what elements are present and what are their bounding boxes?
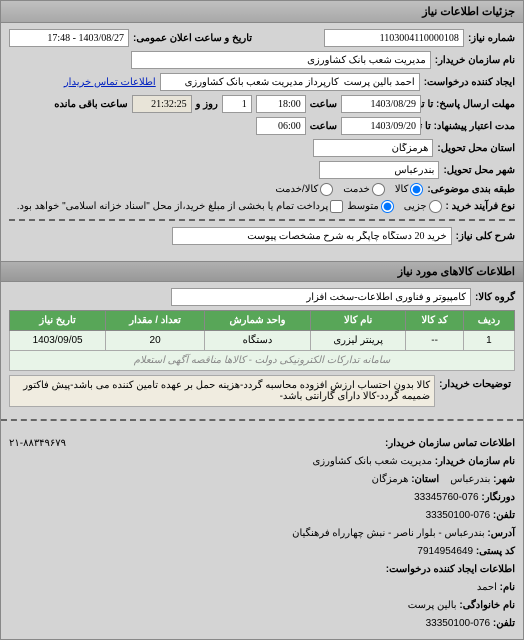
deadline-label: مهلت ارسال پاسخ: تا تاریخ: bbox=[425, 99, 515, 110]
pkg-label: طبقه بندی موضوعی: bbox=[427, 184, 515, 195]
province-label: استان محل تحویل: bbox=[437, 143, 515, 154]
city-field[interactable] bbox=[319, 161, 439, 179]
buy-radio-2[interactable] bbox=[381, 200, 394, 213]
req-no-label: شماره نیاز: bbox=[468, 33, 515, 44]
pkg-radio-1[interactable] bbox=[410, 183, 423, 196]
divider-1 bbox=[9, 219, 515, 221]
c-tel: 33350100-076 bbox=[426, 615, 491, 633]
c-postal: 7914954649 bbox=[417, 546, 473, 557]
creator-label: ایجاد کننده درخواست: bbox=[424, 77, 515, 88]
watermark-text: سامانه تدارکات الکترونیکی دولت - کالاها … bbox=[10, 351, 515, 371]
th-5: تاریخ نیاز bbox=[10, 311, 106, 331]
time-label-1: ساعت bbox=[310, 99, 337, 110]
pkg-opt2[interactable]: خدمت bbox=[343, 183, 385, 196]
deadline-time-field[interactable] bbox=[256, 95, 306, 113]
table-row[interactable]: 1 -- پرینتر لیزری دستگاه 20 1403/09/05 bbox=[10, 331, 515, 351]
pub-date-field[interactable] bbox=[9, 29, 129, 47]
contact-ext: ۲۱-۸۸۳۴۹۶۷۹ bbox=[9, 435, 66, 453]
td-1: -- bbox=[406, 331, 463, 351]
c-name: احمد bbox=[477, 582, 497, 593]
c-org-label: نام سازمان خریدار: bbox=[435, 456, 515, 467]
buy-type-label: نوع فرآیند خرید : bbox=[446, 201, 515, 212]
pkg-radio-2[interactable] bbox=[372, 183, 385, 196]
contact-link[interactable]: اطلاعات تماس خریدار bbox=[64, 77, 156, 88]
group-label: گروه کالا: bbox=[475, 292, 515, 303]
city-label: شهر محل تحویل: bbox=[443, 165, 515, 176]
buyer-name-label: نام سازمان خریدار: bbox=[435, 55, 515, 66]
td-3: دستگاه bbox=[205, 331, 311, 351]
desc-label: توضیحات خریدار: bbox=[435, 375, 515, 407]
desc-row: توضیحات خریدار: کالا بدون احتساب ارزش اف… bbox=[9, 375, 515, 407]
buy-radio-1[interactable] bbox=[429, 200, 442, 213]
days-field[interactable] bbox=[222, 95, 252, 113]
th-1: کد کالا bbox=[406, 311, 463, 331]
th-2: نام کالا bbox=[310, 311, 405, 331]
c-fax-label: دورنگار: bbox=[481, 492, 515, 503]
days-label: روز و bbox=[196, 99, 218, 110]
buy-note-checkbox[interactable] bbox=[330, 200, 343, 213]
items-section-header: اطلاعات کالاهای مورد نیاز bbox=[1, 261, 523, 282]
buy-note-check[interactable]: پرداخت تمام یا بخشی از مبلغ خرید،از محل … bbox=[17, 200, 344, 213]
desc-value: کالا بدون احتساب ارزش افزوده محاسبه گردد… bbox=[9, 375, 435, 407]
c-address-label: آدرس: bbox=[487, 528, 515, 539]
divider-2 bbox=[1, 419, 523, 421]
need-title-label: شرح کلی نیاز: bbox=[456, 231, 515, 242]
c-postal-label: کد پستی: bbox=[476, 546, 515, 557]
need-title-field[interactable] bbox=[172, 227, 452, 245]
td-4: 20 bbox=[106, 331, 205, 351]
buy-opt1[interactable]: جزیی bbox=[404, 200, 442, 213]
c-address: بندرعباس - بلوار ناصر - نبش چهارراه فرهن… bbox=[292, 528, 485, 539]
time-label-2: ساعت bbox=[310, 121, 337, 132]
group-field[interactable] bbox=[171, 288, 471, 306]
watermark-row: سامانه تدارکات الکترونیکی دولت - کالاها … bbox=[10, 351, 515, 371]
pkg-opt1[interactable]: کالا bbox=[395, 183, 424, 196]
contact-header: اطلاعات تماس سازمان خریدار: bbox=[385, 438, 515, 449]
req-no-field[interactable] bbox=[324, 29, 464, 47]
c-tel-label: تلفن: bbox=[493, 618, 515, 629]
c-lname: بالین پرست bbox=[408, 600, 457, 611]
main-panel: جزئیات اطلاعات نیاز شماره نیاز: تاریخ و … bbox=[0, 0, 524, 640]
c-name-label: نام: bbox=[500, 582, 515, 593]
td-5: 1403/09/05 bbox=[10, 331, 106, 351]
form-area: شماره نیاز: تاریخ و ساعت اعلان عمومی: نا… bbox=[1, 23, 523, 255]
panel-title: جزئیات اطلاعات نیاز bbox=[1, 1, 523, 23]
creator-header: اطلاعات ایجاد کننده درخواست: bbox=[386, 564, 515, 575]
c-fax: 33345760-076 bbox=[414, 489, 479, 507]
buyer-name-field[interactable] bbox=[131, 51, 431, 69]
contact-section: اطلاعات تماس سازمان خریدار: ۲۱-۸۸۳۴۹۶۷۹ … bbox=[1, 429, 523, 639]
th-0: ردیف bbox=[463, 311, 514, 331]
td-2: پرینتر لیزری bbox=[310, 331, 405, 351]
th-3: واحد شمارش bbox=[205, 311, 311, 331]
items-table: ردیف کد کالا نام کالا واحد شمارش تعداد /… bbox=[9, 310, 515, 371]
validity-label: مدت اعتبار پیشنهاد: تا تاریخ: bbox=[425, 121, 515, 132]
c-lname-label: نام خانوادگی: bbox=[459, 600, 515, 611]
deadline-date-field[interactable] bbox=[341, 95, 421, 113]
creator-field[interactable] bbox=[160, 73, 420, 91]
c-city: بندرعباس bbox=[450, 474, 490, 485]
th-4: تعداد / مقدار bbox=[106, 311, 205, 331]
c-province: هرمزگان bbox=[372, 474, 409, 485]
remain-label: ساعت باقی مانده bbox=[54, 99, 127, 110]
buy-radio-group: جزیی متوسط bbox=[347, 200, 441, 213]
table-header-row: ردیف کد کالا نام کالا واحد شمارش تعداد /… bbox=[10, 311, 515, 331]
c-province-label: استان: bbox=[411, 474, 439, 485]
c-phone: 33350100-076 bbox=[426, 507, 491, 525]
c-city-label: شهر: bbox=[493, 474, 515, 485]
buy-opt2[interactable]: متوسط bbox=[347, 200, 393, 213]
pkg-radio-group: کالا خدمت کالا/خدمت bbox=[275, 183, 423, 196]
pkg-opt3[interactable]: کالا/خدمت bbox=[275, 183, 333, 196]
pub-date-label: تاریخ و ساعت اعلان عمومی: bbox=[133, 33, 252, 44]
validity-time-field[interactable] bbox=[256, 117, 306, 135]
validity-date-field[interactable] bbox=[341, 117, 421, 135]
c-org: مدیریت شعب بانک کشاورزی bbox=[312, 456, 431, 467]
province-field[interactable] bbox=[313, 139, 433, 157]
pkg-radio-3[interactable] bbox=[320, 183, 333, 196]
td-0: 1 bbox=[463, 331, 514, 351]
c-phone-label: تلفن: bbox=[493, 510, 515, 521]
remain-time-field bbox=[132, 95, 192, 113]
